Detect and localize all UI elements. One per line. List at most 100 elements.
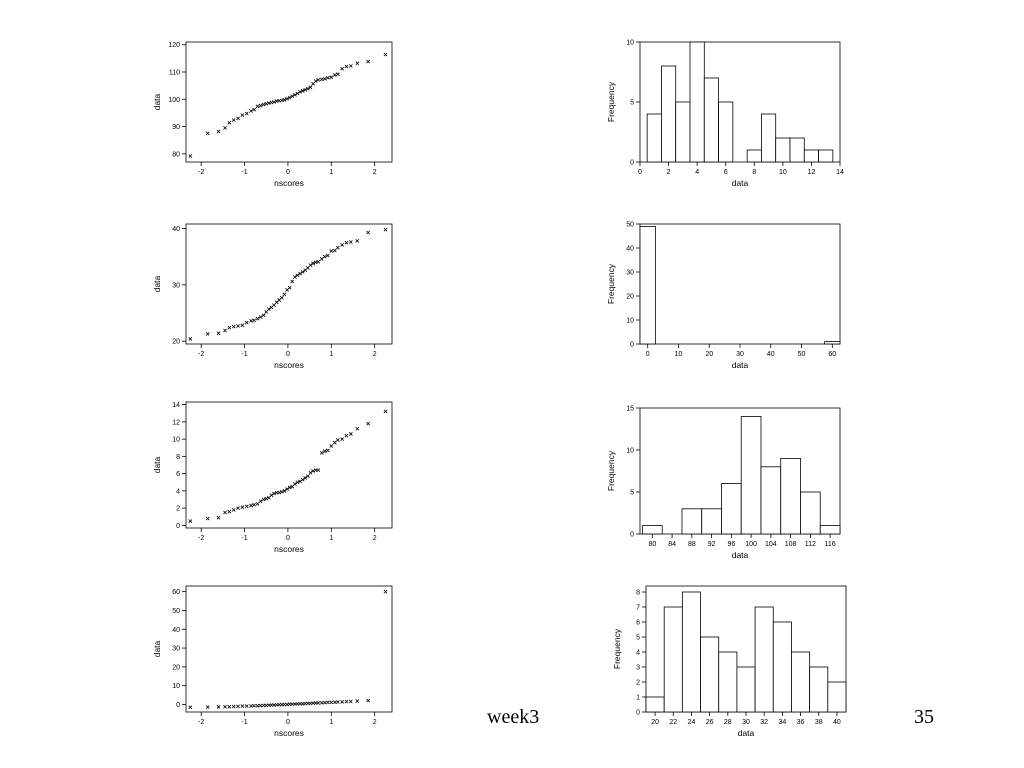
y-axis-label: data (152, 456, 162, 473)
data-point (329, 444, 334, 448)
histogram-bar (718, 651, 738, 713)
data-point (355, 699, 360, 703)
y-tick-label: 8 (176, 454, 180, 461)
data-point (298, 479, 302, 484)
y-tick-label: 80 (172, 151, 180, 158)
data-point (223, 510, 227, 515)
y-tick-label: 30 (626, 270, 634, 277)
data-point (335, 245, 340, 250)
plot-frame (185, 41, 393, 163)
data-point (216, 515, 221, 520)
data-point (366, 698, 371, 703)
histogram-bar (736, 666, 756, 713)
data-point (322, 700, 327, 705)
data-point (244, 320, 249, 325)
x-axis-label: nscores (274, 360, 304, 370)
data-point (261, 497, 266, 502)
histogram-bar (800, 491, 821, 535)
data-point (300, 88, 305, 93)
data-point (308, 470, 313, 475)
y-tick-label: 10 (626, 318, 634, 325)
x-tick-label: 4 (695, 169, 699, 176)
x-tick-label: 28 (724, 719, 732, 726)
y-tick-label: 30 (172, 646, 180, 653)
histogram-bar (819, 525, 841, 535)
data-point (295, 273, 300, 278)
data-point (295, 91, 300, 96)
data-point (282, 489, 287, 493)
x-tick-label: 1 (329, 719, 333, 726)
y-tick-label: 120 (168, 42, 180, 49)
data-point (188, 705, 193, 710)
y-axis-label: data (152, 93, 162, 110)
plot-frame (639, 223, 841, 345)
data-point (236, 324, 240, 328)
x-tick-label: 8 (752, 169, 756, 176)
x-tick-label: 20 (651, 719, 659, 726)
y-axis-label: Frequency (606, 450, 616, 491)
data-point (290, 279, 295, 284)
data-point (332, 700, 337, 705)
x-tick-label: 1 (329, 535, 333, 542)
y-tick-label: 20 (172, 664, 180, 671)
data-point (344, 240, 349, 245)
data-point (340, 699, 345, 704)
y-tick-label: 2 (176, 506, 180, 513)
histogram-bar (803, 149, 819, 163)
histogram-bar (740, 415, 762, 535)
data-point (295, 480, 300, 485)
y-tick-label: 0 (176, 523, 180, 530)
data-point (285, 487, 289, 492)
histogram-1: 0 2 4 6 8 10 12 14 0 5 10 data Frequency (590, 36, 850, 196)
hist1-svg: 0 2 4 6 8 10 12 14 0 5 10 data Frequency (606, 40, 844, 189)
y-tick-label: 50 (626, 222, 634, 229)
x-tick-label: -2 (198, 719, 204, 726)
x-tick-label: 2 (667, 169, 671, 176)
y-tick-label: 100 (168, 97, 180, 104)
data-point (348, 64, 353, 68)
x-tick-label: 26 (706, 719, 714, 726)
x-tick-label: 0 (286, 351, 290, 358)
y-tick-label: 0 (630, 532, 634, 539)
histogram-bar (639, 225, 656, 345)
histogram-3: 80 84 88 92 96 100 104 108 112 116 0 5 10 15 data Frequ… (590, 402, 850, 560)
histogram-bar (661, 65, 677, 163)
y-tick-label: 0 (630, 160, 634, 167)
x-tick-label: 96 (727, 541, 735, 548)
data-point (279, 295, 284, 300)
data-point (236, 116, 240, 121)
data-point (319, 257, 324, 261)
x-tick-label: 0 (646, 351, 650, 358)
x-tick-label: 116 (825, 541, 836, 548)
data-point (325, 75, 330, 80)
data-point (216, 129, 221, 134)
data-point (344, 699, 349, 704)
histogram-bar (824, 341, 841, 345)
data-point (292, 93, 297, 97)
x-tick-label: 60 (828, 351, 836, 358)
data-point (285, 96, 289, 101)
y-tick-label: 110 (169, 70, 180, 77)
x-tick-label: -1 (241, 535, 247, 542)
data-point (355, 61, 360, 66)
data-point (292, 482, 297, 486)
data-point (252, 703, 256, 708)
data-point (240, 704, 245, 709)
data-point (383, 52, 388, 57)
data-point (272, 303, 276, 308)
x-tick-label: 0 (286, 535, 290, 542)
data-point (279, 489, 284, 494)
data-point (255, 316, 260, 321)
data-point (322, 254, 327, 259)
x-tick-label: 2 (373, 535, 377, 542)
data-point (188, 337, 193, 341)
data-point (340, 66, 345, 71)
data-point (264, 496, 269, 501)
data-point (244, 111, 249, 116)
data-point (272, 100, 276, 104)
y-tick-label: 14 (172, 402, 180, 409)
data-point (298, 271, 302, 276)
y-tick-label: 2 (636, 680, 640, 687)
x-tick-label: 0 (638, 169, 642, 176)
y-tick-label: 10 (626, 448, 634, 455)
